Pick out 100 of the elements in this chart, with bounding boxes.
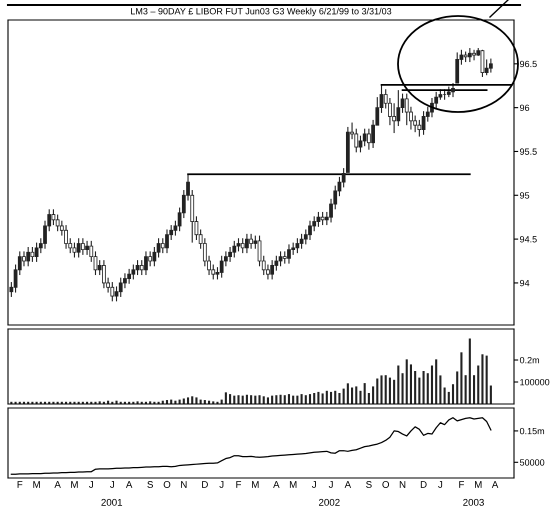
x-tick-label: A xyxy=(492,481,498,488)
x-tick-label: M xyxy=(252,481,259,488)
bar xyxy=(233,396,236,404)
bar xyxy=(452,384,454,404)
x-tick-label: N xyxy=(400,481,406,488)
candlestick xyxy=(312,216,316,232)
candlestick xyxy=(354,128,358,153)
bar xyxy=(464,375,467,404)
candlestick xyxy=(480,49,484,78)
bar xyxy=(313,393,316,404)
x-tick-label: J xyxy=(110,481,114,488)
candlestick xyxy=(434,91,438,110)
bar xyxy=(170,400,172,404)
candlestick xyxy=(455,52,460,84)
bar xyxy=(486,356,488,404)
bar xyxy=(388,378,391,404)
bar xyxy=(212,401,214,404)
bar xyxy=(444,388,446,404)
candlestick xyxy=(72,242,76,258)
bar xyxy=(346,383,349,404)
x-tick-label: F xyxy=(18,481,22,488)
bar xyxy=(460,352,462,404)
bar xyxy=(410,364,412,404)
x-tick-label: D xyxy=(202,481,208,488)
bar xyxy=(275,395,278,404)
candlestick xyxy=(220,255,224,278)
candlestick xyxy=(451,82,455,98)
candlestick xyxy=(127,268,132,284)
y-tick-label: 95 xyxy=(520,192,530,199)
candlestick xyxy=(396,90,400,127)
y-tick-label: 50000 xyxy=(520,459,544,466)
x-tick-label: O xyxy=(164,481,170,488)
candlestick xyxy=(295,238,300,254)
bar xyxy=(376,378,378,404)
bar xyxy=(430,366,434,404)
bar xyxy=(359,390,362,404)
candlestick xyxy=(80,238,85,256)
candlestick xyxy=(102,260,106,289)
y-tick-label: 94 xyxy=(520,280,530,286)
candlestick xyxy=(232,240,236,258)
candlestick xyxy=(26,246,30,267)
bar xyxy=(162,400,164,404)
candlestick xyxy=(274,255,278,272)
x-tick-label: D xyxy=(420,481,427,488)
candlestick xyxy=(316,211,320,228)
candlestick xyxy=(270,260,274,280)
bar xyxy=(191,396,194,404)
bar xyxy=(254,396,256,404)
bar xyxy=(439,375,442,404)
bar xyxy=(490,386,492,404)
bar xyxy=(435,359,438,404)
x-tick-label: A xyxy=(344,481,352,488)
line-series xyxy=(10,417,492,475)
x-tick-label: J xyxy=(219,481,224,488)
bar xyxy=(477,366,480,404)
bar xyxy=(262,396,265,404)
bar xyxy=(351,388,354,404)
candlestick xyxy=(249,233,254,250)
candlestick xyxy=(282,250,287,264)
bar xyxy=(322,393,324,404)
candlestick xyxy=(304,228,308,245)
bar xyxy=(448,392,450,404)
candlestick xyxy=(140,260,144,276)
candlestick xyxy=(30,246,34,262)
bar xyxy=(304,395,307,404)
bar xyxy=(472,375,476,404)
x-tick-label: N xyxy=(181,481,187,488)
x-tick-label: M xyxy=(290,481,296,488)
bar xyxy=(380,375,383,404)
bar xyxy=(372,386,374,404)
y-tick-label: 94.5 xyxy=(520,236,537,242)
x-tick-label: M xyxy=(474,481,482,488)
candlestick xyxy=(320,211,325,226)
candlestick xyxy=(438,88,442,100)
bar xyxy=(338,393,340,404)
bar xyxy=(401,373,404,404)
candlestick xyxy=(291,242,296,256)
bar xyxy=(229,394,232,404)
y-tick-label: 95.5 xyxy=(520,148,537,155)
candlestick xyxy=(131,264,136,280)
x-tick-label: J xyxy=(312,481,316,488)
bar xyxy=(271,396,274,404)
candlestick xyxy=(413,114,418,133)
y-tick-label: 96 xyxy=(520,104,530,112)
candlestick xyxy=(366,128,371,150)
candlestick xyxy=(144,250,148,276)
x-tick-label: M xyxy=(71,481,78,488)
bar xyxy=(393,380,396,404)
y-tick-label: 0.2m xyxy=(520,356,540,364)
bar xyxy=(481,354,484,404)
candlestick xyxy=(488,58,493,74)
x-tick-label: J xyxy=(438,481,442,488)
candlestick xyxy=(148,250,152,267)
x-tick-label: F xyxy=(459,481,464,488)
bar xyxy=(308,394,312,404)
x-tick-label: A xyxy=(273,481,280,488)
candlestick xyxy=(85,240,89,256)
bar xyxy=(292,396,294,404)
candlestick xyxy=(160,238,165,254)
bar xyxy=(237,395,240,404)
